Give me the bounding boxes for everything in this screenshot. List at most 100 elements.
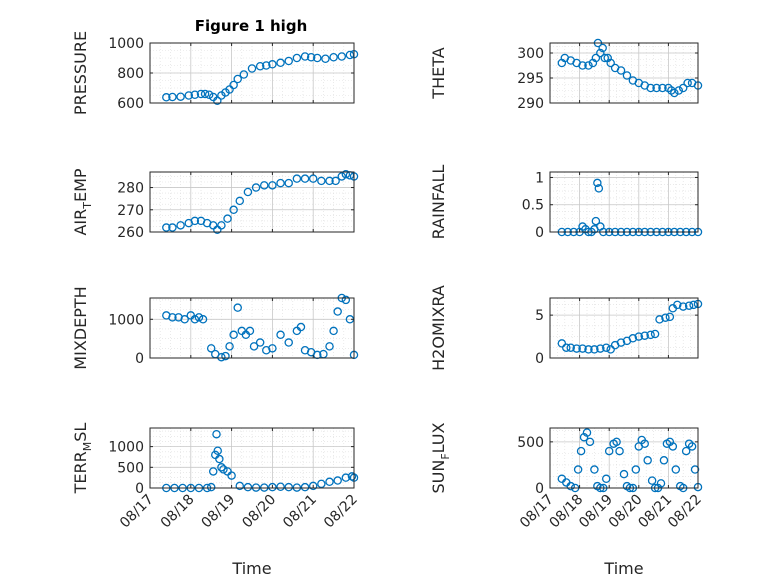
data-point	[176, 92, 185, 101]
data-point	[598, 43, 607, 53]
data-point	[190, 216, 200, 226]
data-point	[600, 53, 610, 63]
data-point	[582, 428, 592, 437]
data-point	[217, 221, 226, 230]
data-point	[656, 479, 666, 488]
data-point	[229, 80, 238, 90]
subplot-mixdepth: 0 1000 MIXDEPTH	[71, 286, 359, 370]
y-axis-label: H2OMIXRA	[429, 285, 448, 371]
data-point	[325, 342, 334, 351]
y-tick-label: 600	[117, 96, 144, 112]
y-tick-label: 500	[117, 460, 144, 476]
data-point	[650, 329, 660, 339]
y-tick-label: 0.5	[522, 198, 544, 214]
data-point	[306, 53, 316, 62]
subplot-pressure: 600 800 1000 PRESSURE	[71, 31, 359, 115]
data-point	[245, 326, 255, 336]
data-point	[276, 178, 285, 188]
data-point	[646, 330, 655, 340]
data-point	[255, 62, 265, 71]
data-point	[341, 295, 351, 305]
data-point	[573, 465, 583, 474]
data-point	[619, 469, 629, 479]
data-point	[683, 78, 692, 88]
data-point	[640, 439, 649, 448]
y-axis-label: MIXDEPTH	[71, 286, 90, 369]
data-point	[284, 338, 293, 347]
data-point	[576, 446, 586, 456]
data-point	[308, 481, 318, 491]
data-point	[631, 465, 641, 474]
data-point	[235, 481, 245, 491]
data-point	[229, 205, 238, 215]
data-point	[180, 315, 189, 324]
y-tick-label: 0	[535, 351, 544, 367]
y-tick-label: 0	[135, 351, 144, 367]
data-point	[206, 482, 216, 492]
data-point	[331, 176, 340, 186]
data-point	[276, 58, 285, 68]
data-point	[578, 344, 587, 353]
data-point	[616, 338, 626, 347]
data-point	[325, 176, 334, 186]
data-point	[212, 429, 221, 439]
y-tick-label: 295	[517, 71, 544, 87]
axes-frame	[549, 42, 699, 104]
data-point	[606, 345, 615, 354]
data-point	[652, 83, 661, 93]
data-point	[590, 465, 599, 474]
data-point	[313, 53, 322, 63]
y-axis-label: PRESSURE	[71, 31, 90, 115]
data-point	[601, 343, 611, 352]
data-point	[292, 174, 302, 183]
y-axis-label: SUNFLUX	[429, 422, 452, 493]
y-tick-label: 300	[517, 46, 544, 62]
data-point	[566, 343, 575, 352]
data-point	[243, 482, 253, 492]
axes-frame	[549, 297, 699, 359]
data-point	[562, 343, 571, 352]
data-point	[634, 332, 644, 341]
y-tick-label: 5	[535, 308, 544, 324]
data-point	[590, 345, 599, 354]
data-point	[204, 90, 214, 100]
data-point	[585, 437, 595, 447]
data-point	[616, 66, 626, 75]
data-point	[622, 71, 632, 80]
y-axis-label: RAINFALL	[429, 165, 448, 240]
data-point	[640, 331, 649, 340]
subplot-rainfall: 0 0.5 1 RAINFALL	[429, 165, 703, 241]
data-point	[233, 303, 242, 312]
data-point	[168, 223, 177, 232]
data-point	[678, 83, 688, 93]
data-point	[217, 352, 226, 362]
data-point	[208, 467, 218, 476]
data-point	[227, 471, 236, 480]
data-point	[690, 465, 700, 474]
data-point	[168, 313, 177, 322]
data-point	[225, 342, 234, 351]
y-axis-label: TERRMSL	[71, 423, 94, 495]
data-point	[292, 53, 302, 63]
data-point	[584, 345, 593, 354]
y-tick-label: 1000	[108, 312, 144, 328]
data-series	[557, 428, 703, 493]
y-tick-label: 800	[117, 66, 144, 82]
data-point	[184, 91, 194, 100]
data-point	[247, 64, 257, 73]
data-point	[655, 315, 664, 324]
y-tick-label: 270	[117, 203, 144, 219]
figure-title: Figure 1 high	[195, 17, 308, 35]
data-point	[665, 312, 675, 322]
subplot-air-temp: 260 270 280 AIRTEMP	[71, 168, 359, 241]
data-point	[594, 184, 604, 193]
data-point	[593, 178, 602, 188]
y-tick-label: 0	[535, 225, 544, 241]
data-point	[213, 446, 222, 456]
axes-frame	[549, 171, 699, 233]
data-point	[308, 174, 318, 183]
data-point	[243, 187, 253, 197]
data-point	[689, 300, 698, 310]
data-point	[194, 313, 204, 322]
